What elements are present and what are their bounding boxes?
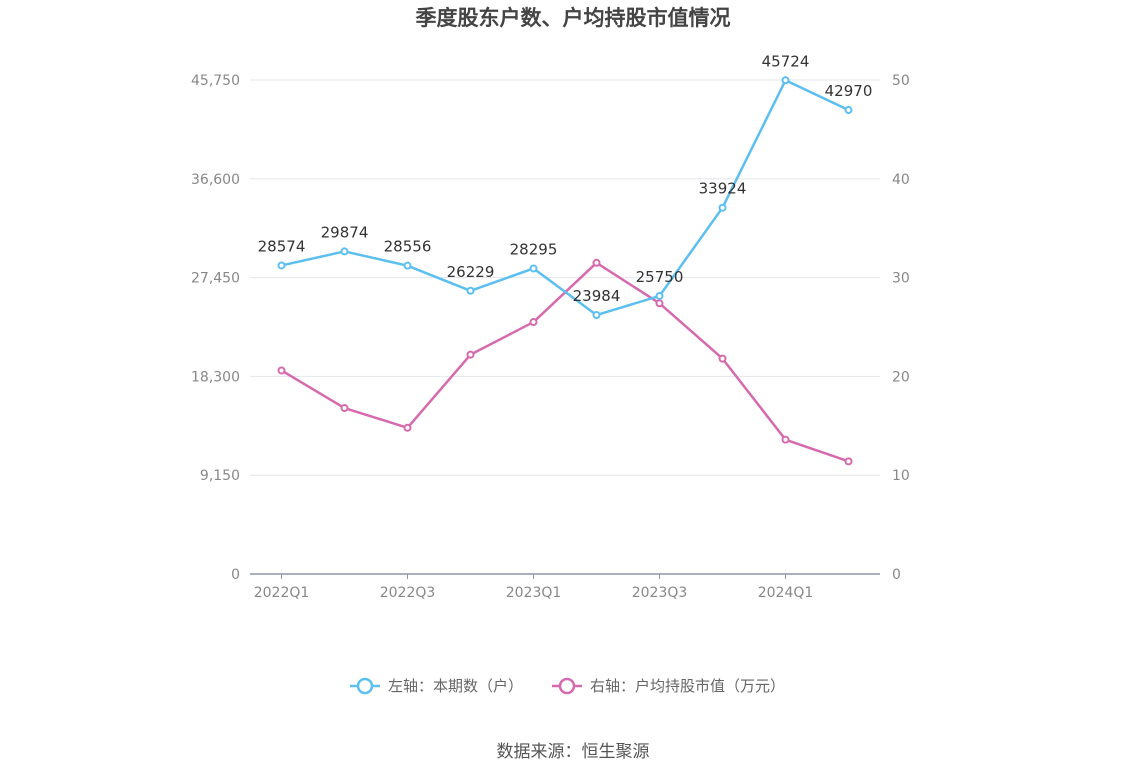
avg-value-point (655, 299, 664, 308)
holders-point (529, 264, 538, 273)
x-tick-label: 2022Q1 (254, 585, 310, 601)
data-label: 25750 (636, 268, 684, 286)
data-label: 28556 (384, 238, 432, 256)
avg-value-point (529, 318, 538, 327)
data-label: 29874 (321, 223, 369, 241)
legend-label: 左轴：本期数（户） (388, 677, 523, 695)
y-left-tick-label: 45,750 (191, 73, 240, 89)
holders-point (466, 286, 475, 295)
holders-point (655, 291, 664, 300)
holders-point (340, 247, 349, 256)
data-label: 28574 (258, 237, 306, 255)
y-left-tick-label: 0 (231, 567, 240, 583)
avg-value-point (718, 354, 727, 363)
avg-value-point (844, 457, 853, 466)
avg-value-point (466, 350, 475, 359)
x-tick-label: 2023Q1 (506, 585, 562, 601)
x-tick-label: 2022Q3 (380, 585, 436, 601)
legend[interactable]: 左轴：本期数（户） 右轴：户均持股市值（万元） (350, 677, 785, 695)
y-right-tick-label: 50 (892, 73, 910, 89)
holders-point (718, 203, 727, 212)
axes: 0 0 9,150 10 18,300 20 27,450 30 36,600 40 45,750 5… (191, 73, 910, 601)
holders-point (592, 311, 601, 320)
y-right-tick-label: 10 (892, 468, 910, 484)
series-layer (277, 76, 853, 466)
x-tick-label: 2023Q3 (632, 585, 688, 601)
y-right-tick-label: 40 (892, 172, 910, 188)
y-left-tick-label: 27,450 (191, 271, 240, 287)
data-label: 42970 (825, 82, 873, 100)
legend-item-avg-value[interactable]: 右轴：户均持股市值（万元） (552, 677, 785, 695)
holders-line (281, 79, 850, 317)
avg-value-point (781, 435, 790, 444)
y-left-tick-label: 9,150 (200, 468, 240, 484)
data-labels: 28574 29874 28556 26229 28295 23984 25750 33924… (258, 52, 873, 305)
legend-marker (558, 677, 576, 695)
data-label: 33924 (699, 180, 747, 198)
data-label: 26229 (447, 263, 495, 281)
legend-label: 右轴：户均持股市值（万元） (590, 677, 785, 695)
y-right-tick-label: 20 (892, 369, 910, 385)
holders-point (781, 76, 790, 85)
source-note: 数据来源：恒生聚源 (497, 742, 650, 762)
data-label: 28295 (510, 240, 558, 258)
data-label: 23984 (573, 287, 621, 305)
holders-point (844, 106, 853, 115)
x-tick-label: 2024Q1 (758, 585, 814, 601)
y-left-tick-label: 36,600 (191, 172, 240, 188)
legend-item-holders[interactable]: 左轴：本期数（户） (350, 677, 523, 695)
chart-title: 季度股东户数、户均持股市值情况 (416, 6, 731, 30)
avg-value-point (403, 423, 412, 432)
avg-value-point (592, 258, 601, 267)
holders-point (403, 261, 412, 270)
holders-point (277, 261, 286, 270)
legend-marker (356, 677, 374, 695)
y-left-tick-label: 18,300 (191, 369, 240, 385)
grid-lines (250, 79, 880, 476)
y-right-tick-label: 30 (892, 271, 910, 287)
y-right-tick-label: 0 (892, 567, 901, 583)
avg-value-point (340, 404, 349, 413)
avg-value-point (277, 366, 286, 375)
data-label: 45724 (762, 52, 810, 70)
